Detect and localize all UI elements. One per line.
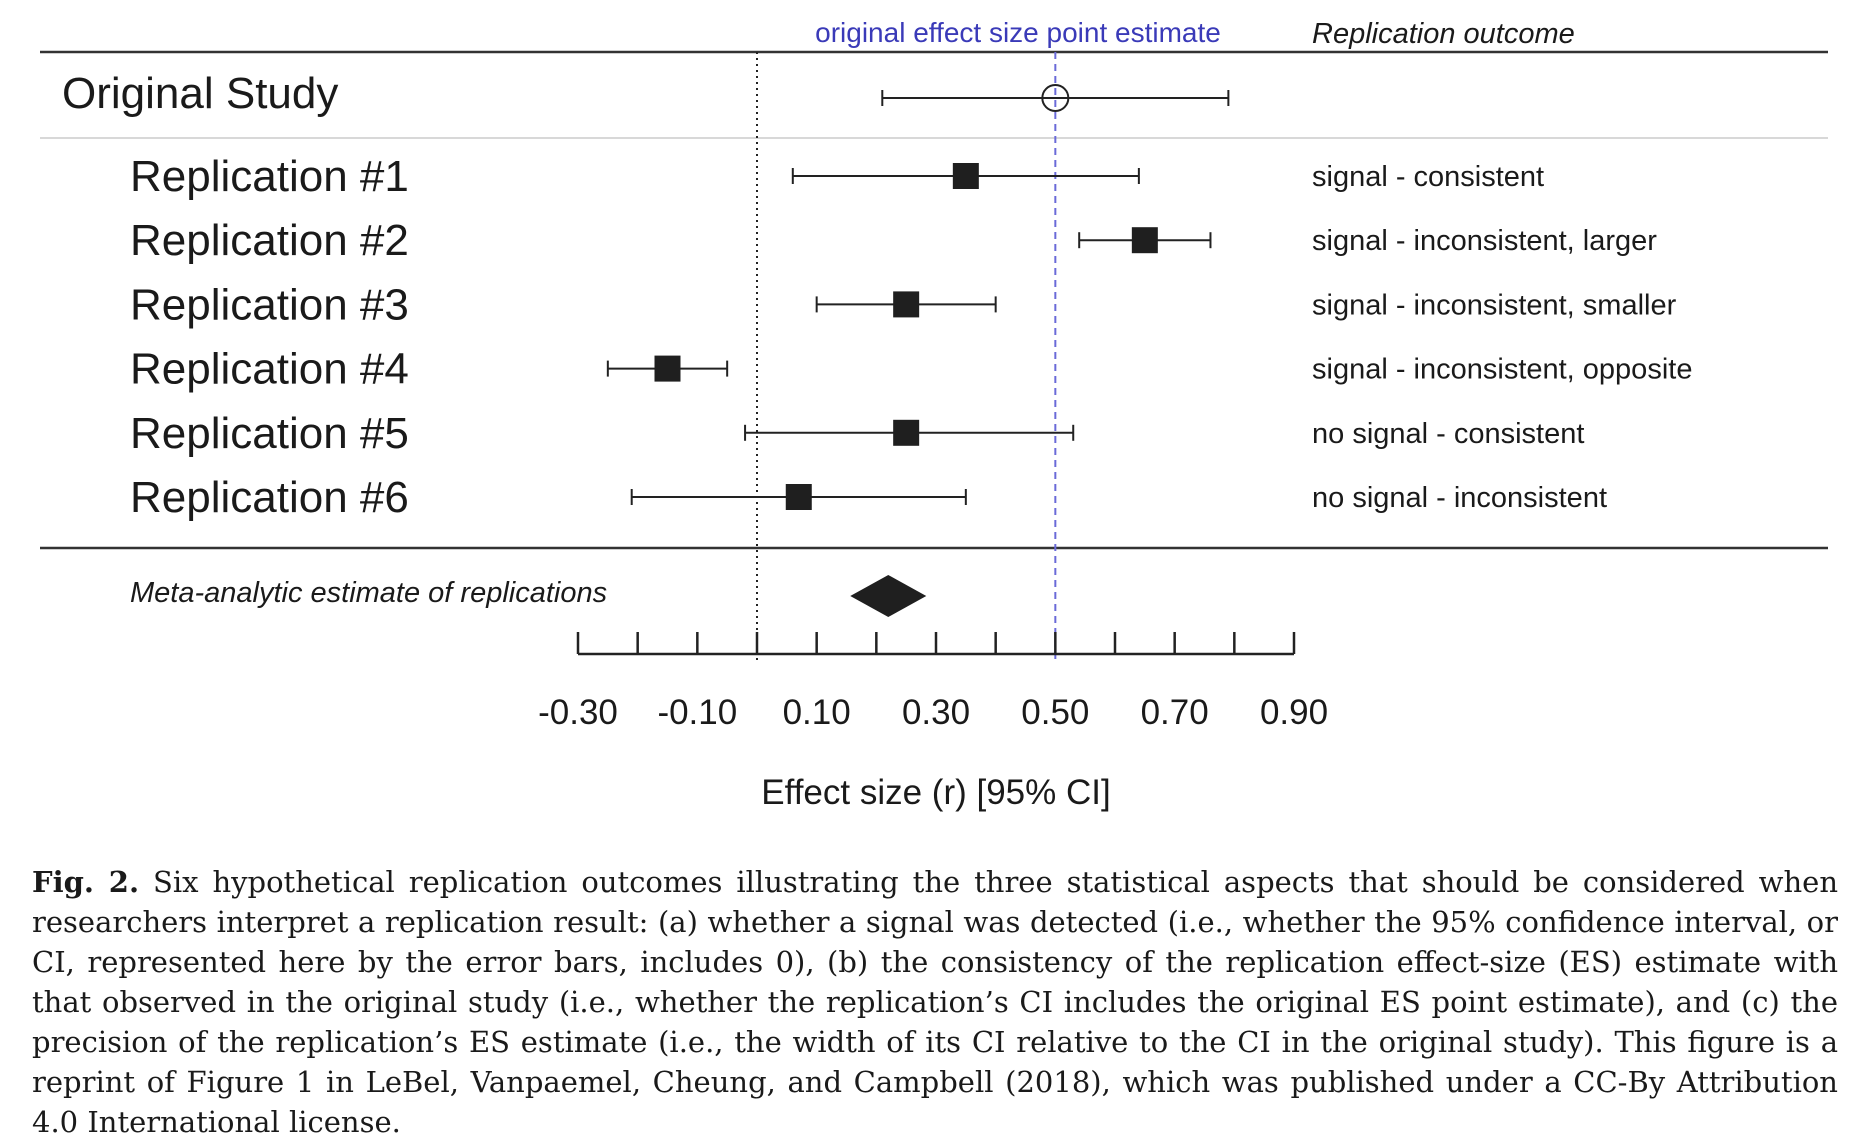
outcome-header: Replication outcome — [1312, 18, 1575, 50]
replication-row-4: Replication #4 signal - inconsistent, opp… — [130, 345, 1692, 394]
x-tick-label-3: 0.30 — [902, 693, 970, 732]
replication-outcome-3: signal - inconsistent, smaller — [1312, 289, 1677, 321]
replication-label-6: Replication #6 — [130, 473, 409, 522]
replication-label-1: Replication #1 — [130, 152, 409, 201]
replication-outcome-2: signal - inconsistent, larger — [1312, 225, 1657, 257]
figure-label: Fig. 2. — [32, 865, 140, 899]
x-tick-label-6: 0.90 — [1260, 693, 1328, 732]
x-tick-label-4: 0.50 — [1021, 693, 1089, 732]
replication-outcome-5: no signal - consistent — [1312, 418, 1584, 450]
replication-point-1 — [952, 163, 979, 189]
original-study-point — [1041, 84, 1070, 112]
replication-row-1: Replication #1 signal - consistent — [130, 152, 1544, 201]
replication-outcome-1: signal - consistent — [1312, 161, 1544, 193]
forest-plot: original effect size point estimate Repl… — [40, 17, 1828, 812]
x-tick-label-0: -0.30 — [538, 693, 618, 732]
x-tick-label-5: 0.70 — [1141, 693, 1209, 732]
original-study-interval — [881, 84, 1230, 112]
replication-point-5 — [893, 419, 920, 446]
replication-outcome-4: signal - inconsistent, opposite — [1312, 354, 1692, 386]
replication-rows: Replication #1 signal - consistentReplica… — [130, 152, 1692, 522]
replication-point-3 — [893, 291, 920, 318]
replication-label-5: Replication #5 — [130, 409, 409, 458]
replication-row-5: Replication #5 no signal - consistent — [130, 409, 1584, 458]
replication-outcome-6: no signal - inconsistent — [1312, 482, 1607, 514]
replication-point-2 — [1131, 227, 1158, 254]
meta-analytic-label: Meta-analytic estimate of replications — [130, 577, 607, 609]
caption-text: Six hypothetical replication outcomes il… — [32, 865, 1839, 1139]
replication-point-4 — [654, 355, 681, 382]
replication-label-2: Replication #2 — [130, 216, 409, 265]
x-tick-label-1: -0.10 — [657, 693, 737, 732]
x-tick-label-2: 0.10 — [783, 693, 851, 732]
replication-label-3: Replication #3 — [130, 280, 409, 329]
replication-row-6: Replication #6 no signal - inconsistent — [130, 473, 1607, 522]
x-axis-label: Effect size (r) [95% CI] — [761, 773, 1110, 812]
replication-label-4: Replication #4 — [130, 345, 409, 394]
replication-row-3: Replication #3 signal - inconsistent, sma… — [130, 280, 1677, 329]
replication-row-2: Replication #2 signal - inconsistent, lar… — [130, 216, 1657, 265]
meta-analytic-diamond — [850, 575, 927, 617]
original-study-label: Original Study — [62, 69, 338, 118]
figure-caption: Fig. 2. Six hypothetical replication out… — [32, 862, 1838, 1142]
x-axis: -0.30 -0.10 0.10 0.30 0.50 0.70 0.90 — [538, 632, 1328, 732]
reference-line-label: original effect size point estimate — [815, 17, 1221, 48]
replication-point-6 — [785, 484, 812, 510]
